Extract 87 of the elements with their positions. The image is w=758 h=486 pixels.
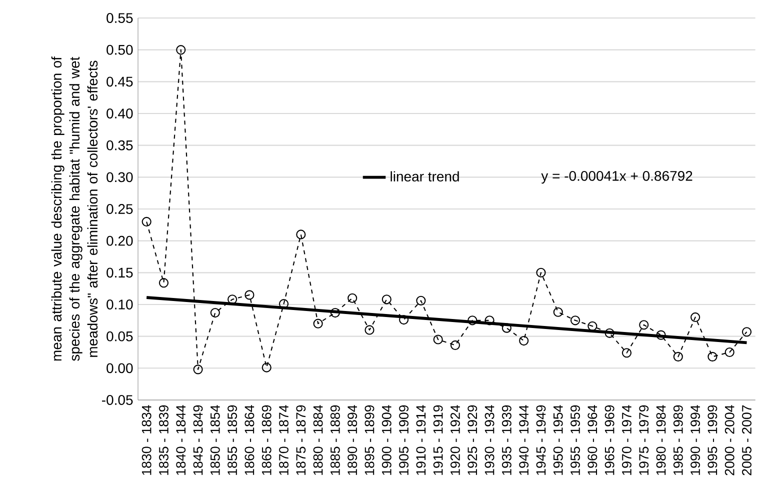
x-tick-label: 1990 - 1994 — [690, 405, 700, 475]
x-tick-label: 1875 - 1879 — [296, 405, 306, 475]
point — [313, 318, 323, 328]
point — [398, 314, 409, 325]
x-tick-label: 1895 - 1899 — [364, 405, 374, 475]
point — [553, 307, 563, 317]
x-tick-label: 1835 - 1839 — [159, 405, 168, 475]
y-tick-label: -0.05 — [102, 395, 133, 405]
point — [690, 312, 700, 322]
x-tick-label: 1910 - 1914 — [416, 405, 426, 475]
x-tick-label: 1830 - 1834 — [142, 405, 152, 475]
y-tick-label: 0.45 — [106, 76, 133, 87]
x-tick-label: 1865 - 1869 — [262, 405, 272, 475]
point — [588, 321, 598, 331]
point — [382, 294, 392, 304]
x-tick-label: 1975 - 1979 — [639, 405, 649, 475]
x-tick-label: 1900 - 1904 — [382, 405, 392, 475]
x-tick-label: 1945 - 1949 — [536, 405, 546, 475]
point — [468, 316, 478, 326]
x-tick-label: 1890 - 1894 — [348, 405, 358, 475]
x-tick-label: 1950 - 1954 — [553, 405, 563, 475]
point — [708, 352, 718, 362]
point — [433, 334, 443, 344]
point — [570, 316, 580, 326]
x-tick-label: 2000 - 2004 — [724, 405, 734, 476]
point — [673, 352, 683, 362]
point — [262, 362, 272, 372]
y-tick-label: 0.00 — [106, 363, 133, 374]
y-tick-label: 0.05 — [106, 331, 133, 342]
x-tick-label: 1965 - 1969 — [604, 405, 614, 475]
point — [742, 327, 752, 337]
x-tick-label: 1980 - 1984 — [656, 405, 666, 475]
x-tick-label: 1870 - 1874 — [279, 405, 288, 475]
y-axis-title: mean attribute value describing the proportion of species of the aggregate habitat "humid and wet meadows" after elimination of collectors' effects — [51, 56, 98, 361]
x-tick-label: 1925 - 1929 — [468, 405, 478, 475]
x-tick-label: 1920 - 1924 — [450, 405, 460, 475]
x-tick-label: 1840 - 1844 — [176, 405, 186, 475]
x-tick-label: 1850 - 1854 — [210, 405, 220, 475]
point — [484, 316, 494, 326]
x-tick-label: 1845 - 1849 — [193, 405, 203, 475]
point — [639, 320, 649, 330]
point — [364, 325, 374, 335]
x-tick-label: 1940 - 1944 — [519, 405, 529, 475]
point — [176, 45, 186, 55]
point — [244, 290, 254, 300]
point — [416, 296, 426, 306]
x-tick-label: 1905 - 1909 — [399, 405, 409, 475]
point — [604, 328, 614, 338]
point — [193, 364, 203, 374]
x-tick-label: 1855 - 1859 — [228, 405, 238, 475]
point — [228, 294, 238, 304]
y-tick-label: 0.10 — [106, 300, 133, 310]
y-tick-label: 0.50 — [106, 44, 133, 55]
x-tick-label: 1915 - 1919 — [433, 405, 443, 475]
point — [330, 308, 340, 318]
point — [210, 308, 220, 318]
point — [724, 347, 734, 358]
point — [348, 293, 358, 303]
y-tick-label: 0.20 — [106, 236, 133, 246]
point — [502, 323, 512, 333]
point — [158, 278, 169, 288]
x-tick-label: 1880 - 1884 — [313, 405, 323, 475]
x-tick-label: 2005 - 2007 — [742, 405, 752, 476]
annotation: y = -0.00041x + 0.86792 — [541, 170, 692, 184]
point — [536, 268, 546, 278]
x-tick-label: 1970 - 1974 — [622, 405, 632, 475]
x-tick-label: 1995 - 1999 — [708, 405, 718, 475]
point — [656, 330, 666, 340]
point — [142, 216, 152, 227]
y-tick-label: 0.15 — [106, 268, 133, 278]
point — [450, 340, 460, 350]
point — [622, 348, 632, 358]
y-tick-label: 0.25 — [106, 204, 133, 214]
y-tick-label: 0.30 — [106, 172, 133, 182]
x-tick-label: 1935 - 1939 — [502, 405, 512, 475]
x-tick-label: 1955 - 1959 — [570, 405, 580, 475]
legend-label: linear trend — [390, 171, 459, 182]
point — [296, 230, 306, 240]
point — [519, 336, 529, 346]
y-tick-label: 0.40 — [106, 108, 133, 118]
x-tick-label: 1985 - 1989 — [673, 405, 683, 475]
x-tick-label: 1860 - 1864 — [244, 405, 254, 475]
y-tick-label: 0.35 — [106, 140, 133, 150]
y-tick-label: 0.55 — [106, 13, 133, 23]
x-tick-label: 1930 - 1934 — [484, 405, 494, 475]
x-tick-label: 1885 - 1889 — [330, 405, 340, 475]
x-tick-label: 1960 - 1964 — [588, 405, 598, 475]
